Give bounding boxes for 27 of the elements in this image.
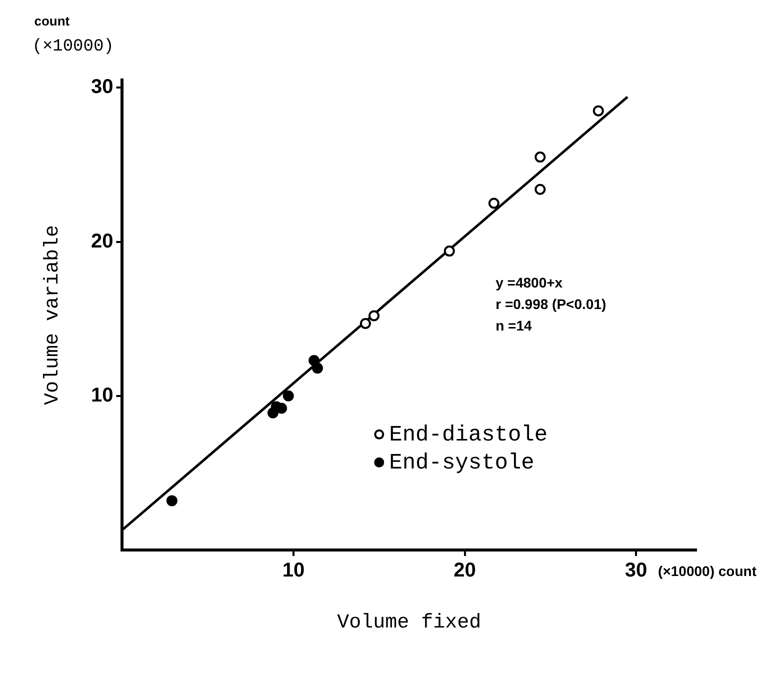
x-axis-title: Volume fixed: [337, 611, 482, 634]
annotation: r =0.998 (P<0.01): [496, 296, 606, 312]
y-tick-label: 10: [90, 384, 114, 406]
y-tick-label: 30: [90, 76, 114, 98]
x-tick-label: 20: [454, 560, 476, 582]
y-tick-label: 20: [90, 230, 114, 252]
x-tick-label: 10: [282, 560, 305, 582]
x-tick-label: 30: [624, 560, 648, 582]
text: (×10000) count: [658, 562, 757, 579]
point: [488, 198, 500, 209]
point: [282, 390, 294, 402]
point: [592, 105, 604, 116]
point: [534, 184, 546, 195]
annotation: y =4800+x: [496, 274, 563, 290]
point: [444, 246, 455, 257]
legend-label: End-systole: [389, 450, 534, 476]
y-axis-title: Volume variable: [41, 224, 64, 406]
point: [368, 310, 380, 322]
point: [312, 362, 323, 374]
annotation: n =14: [496, 317, 532, 334]
point: [166, 495, 178, 506]
text: (×10000): [32, 38, 114, 56]
text: count: [34, 14, 70, 29]
legend-label: End-diastole: [389, 422, 548, 448]
point: [360, 318, 371, 329]
point: [534, 152, 546, 163]
point: [308, 354, 320, 366]
